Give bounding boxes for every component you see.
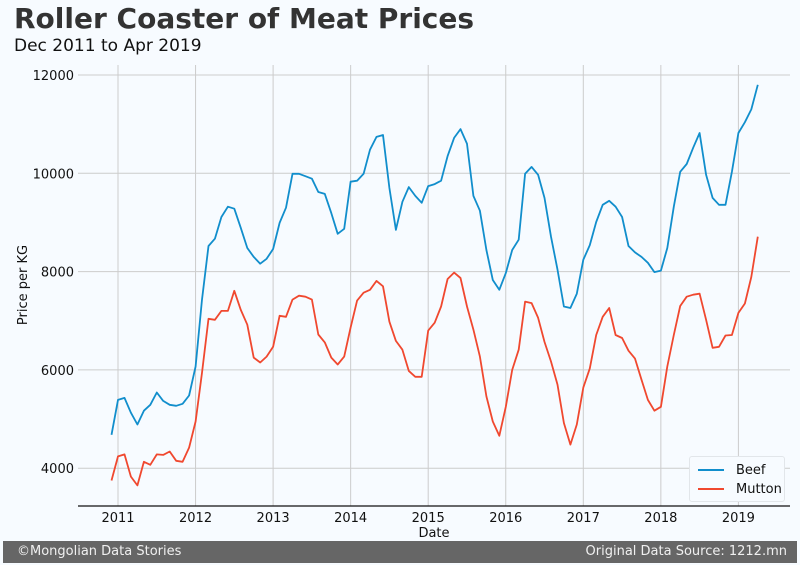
series-line-mutton — [110, 236, 759, 487]
x-axis-label: Date — [418, 526, 449, 540]
x-tick-labels: 2011 2012 2013 2014 2015 2016 2017 2018 2019 — [101, 511, 754, 526]
footer-bar: ©Mongolian Data Stories Original Data So… — [3, 541, 797, 563]
chart-title: Roller Coaster of Meat Prices — [14, 2, 475, 35]
x-tick-label: 2019 — [722, 511, 755, 526]
series-lines — [110, 84, 759, 487]
y-axis-label: Price per KG — [16, 245, 31, 325]
x-tick-label: 2015 — [412, 511, 445, 526]
legend-label-mutton: Mutton — [736, 481, 782, 497]
x-tick-label: 2012 — [179, 511, 212, 526]
x-tick-label: 2011 — [101, 511, 134, 526]
series-line-beef — [110, 84, 759, 435]
footer-credit: ©Mongolian Data Stories — [17, 544, 182, 559]
y-tick-label: 8000 — [41, 266, 74, 281]
chart-subtitle: Dec 2011 to Apr 2019 — [14, 36, 202, 56]
y-tick-label: 10000 — [33, 167, 74, 182]
y-tick-label: 12000 — [33, 69, 74, 84]
legend: Beef Mutton — [689, 456, 785, 502]
y-tick-labels: 4000 6000 8000 10000 12000 — [33, 69, 74, 477]
y-tick-label: 6000 — [41, 364, 74, 379]
x-tick-label: 2014 — [334, 511, 367, 526]
x-tick-label: 2018 — [644, 511, 677, 526]
legend-swatch-mutton — [698, 488, 724, 490]
x-tick-label: 2013 — [257, 511, 290, 526]
x-tick-label: 2017 — [567, 511, 600, 526]
legend-label-beef: Beef — [736, 462, 766, 478]
y-tick-label: 4000 — [41, 462, 74, 477]
legend-item-mutton: Mutton — [698, 481, 782, 497]
grid-lines — [78, 65, 790, 506]
legend-item-beef: Beef — [698, 462, 766, 478]
x-tick-label: 2016 — [489, 511, 522, 526]
legend-swatch-beef — [698, 469, 724, 471]
footer-source: Original Data Source: 1212.mn — [585, 544, 787, 559]
